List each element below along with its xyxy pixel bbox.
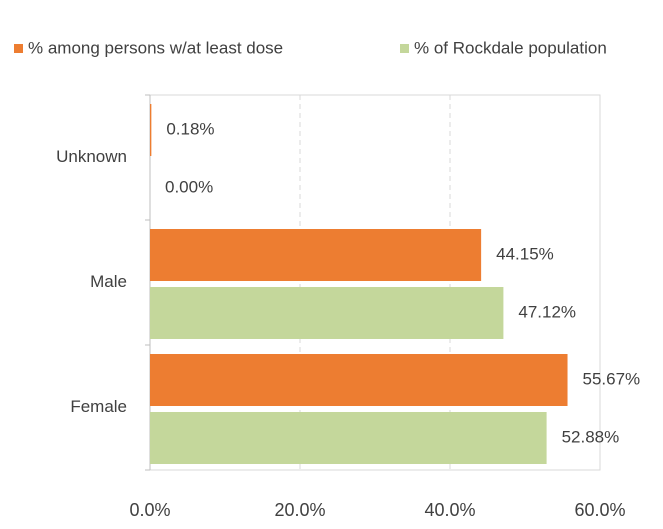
bar [150,354,568,406]
bar [150,104,152,156]
legend-label: % among persons w/at least dose [28,38,283,57]
x-tick-label: 20.0% [274,500,325,520]
bar [150,229,482,281]
bar [150,287,504,339]
data-label: 0.18% [166,119,214,138]
data-label: 0.00% [165,177,213,196]
bar [150,412,547,464]
x-tick-label: 40.0% [424,500,475,520]
data-label: 52.88% [562,427,620,446]
data-label: 47.12% [518,302,576,321]
x-tick-label: 0.0% [129,500,170,520]
y-tick-label: Unknown [56,147,127,166]
y-tick-label: Male [90,272,127,291]
y-tick-label: Female [70,397,127,416]
legend-label: % of Rockdale population [414,38,607,57]
data-label: 44.15% [496,244,554,263]
legend-swatch [400,44,409,53]
legend-swatch [14,44,23,53]
data-label: 55.67% [583,369,641,388]
x-tick-label: 60.0% [574,500,625,520]
